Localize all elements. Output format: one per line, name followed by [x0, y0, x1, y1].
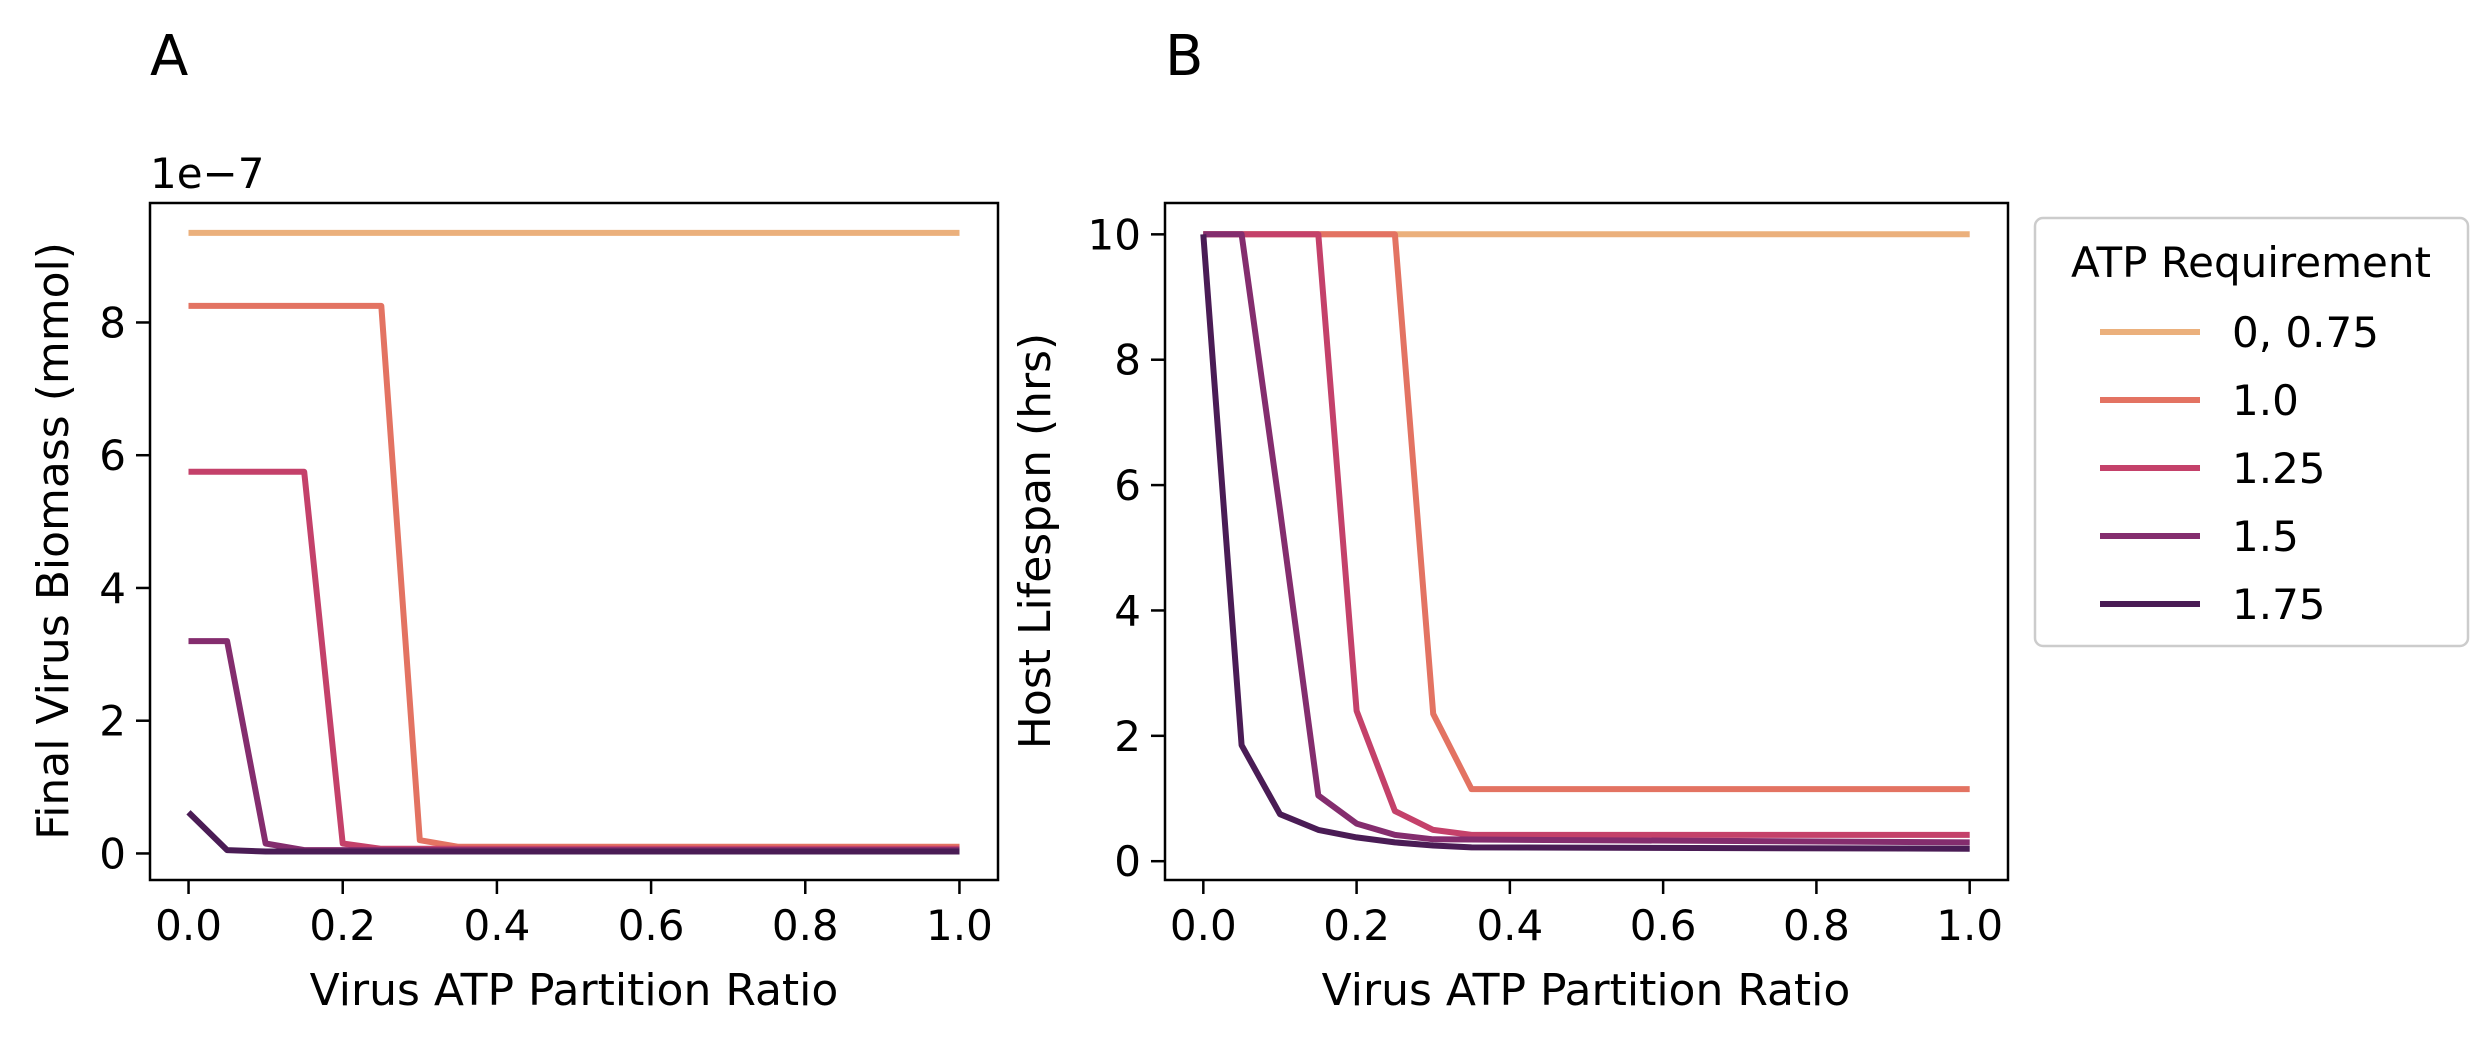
panel-b-ytick-label: 10: [1088, 210, 1141, 259]
panel-b-series-line-1: [1203, 231, 1970, 793]
panel-a-ytick-label: 2: [99, 697, 126, 746]
panel-a-series-line-2: [188, 468, 960, 852]
legend-title: ATP Requirement: [2071, 238, 2431, 287]
panel-a-ticks: 0.0 0.2 0.4 0.6 0.8 1.0 0 2 4 6 8: [99, 298, 993, 950]
panel-a-ytick-label: 0: [99, 829, 126, 878]
panel-a-label: A: [150, 24, 188, 89]
panel-a-xtick-label: 0.2: [309, 901, 376, 950]
panel-b-xtick-label: 1.0: [1936, 901, 2003, 950]
panel-a-ylabel: Final Virus Biomass (mmol): [28, 242, 79, 840]
panel-b-xtick-label: 0.4: [1476, 901, 1543, 950]
legend-label-1: 1.0: [2232, 376, 2299, 425]
legend: ATP Requirement 0, 0.75 1.0 1.25 1.5 1.75: [2033, 216, 2470, 648]
legend-label-4: 1.75: [2232, 580, 2326, 629]
panel-b-ticks: 0.0 0.2 0.4 0.6 0.8 1.0 0 2 4 6 8 10: [1088, 210, 2004, 950]
panel-b-ytick-label: 0: [1114, 837, 1141, 886]
panel-a-frame: [148, 201, 1000, 882]
panel-a-xtick-label: 0.0: [155, 901, 222, 950]
panel-b-xtick-label: 0.6: [1630, 901, 1697, 950]
panel-b: B 0.0 0.2 0.4 0.6 0.8 1.0 0 2 4 6 8 10 Virus ATP Pa…: [1010, 24, 2010, 1016]
panel-b-ytick-label: 4: [1114, 586, 1141, 635]
panel-a-series-line-4: [186, 810, 960, 855]
legend-label-0: 0, 0.75: [2232, 308, 2379, 357]
panel-b-series-line-4: [1200, 234, 1970, 852]
panel-a-xtick-label: 0.8: [772, 901, 839, 950]
panel-b-series-line-2: [1203, 231, 1970, 838]
panel-a-ytick-label: 6: [99, 431, 126, 480]
panel-b-ylabel: Host Lifespan (hrs): [1010, 333, 1061, 749]
panel-a-series-line-3: [188, 638, 960, 854]
panel-a-offset-label: 1e−7: [150, 149, 264, 198]
panel-b-xlabel: Virus ATP Partition Ratio: [1322, 965, 1851, 1016]
panel-a-series-line-1: [188, 302, 960, 850]
legend-label-2: 1.25: [2232, 444, 2326, 493]
panel-b-series-line-3: [1203, 231, 1970, 846]
panel-b-lines: [1200, 231, 1970, 852]
panel-b-xtick-label: 0.2: [1323, 901, 1390, 950]
panel-b-ytick-label: 8: [1114, 336, 1141, 385]
panel-a-xtick-label: 1.0: [926, 901, 993, 950]
panel-a-lines: [186, 229, 960, 855]
panel-a-xlabel: Virus ATP Partition Ratio: [310, 965, 839, 1016]
panel-b-ytick-label: 6: [1114, 461, 1141, 510]
panel-a-xtick-label: 0.6: [618, 901, 685, 950]
panel-b-ytick-label: 2: [1114, 712, 1141, 761]
panel-b-label: B: [1165, 24, 1203, 89]
legend-entries: 0, 0.75 1.0 1.25 1.5 1.75: [2100, 308, 2379, 629]
panel-b-frame: [1163, 201, 2010, 882]
panel-a-ytick-label: 8: [99, 298, 126, 347]
legend-label-3: 1.5: [2232, 512, 2299, 561]
panel-b-xtick-label: 0.0: [1170, 901, 1237, 950]
panel-a: A 1e−7 0.0 0.2 0.4 0.6 0.8 1.0 0 2 4 6 8 Virus ATP…: [28, 24, 1000, 1016]
panel-a-xtick-label: 0.4: [464, 901, 531, 950]
panel-b-xtick-label: 0.8: [1783, 901, 1850, 950]
panel-a-ytick-label: 4: [99, 564, 126, 613]
